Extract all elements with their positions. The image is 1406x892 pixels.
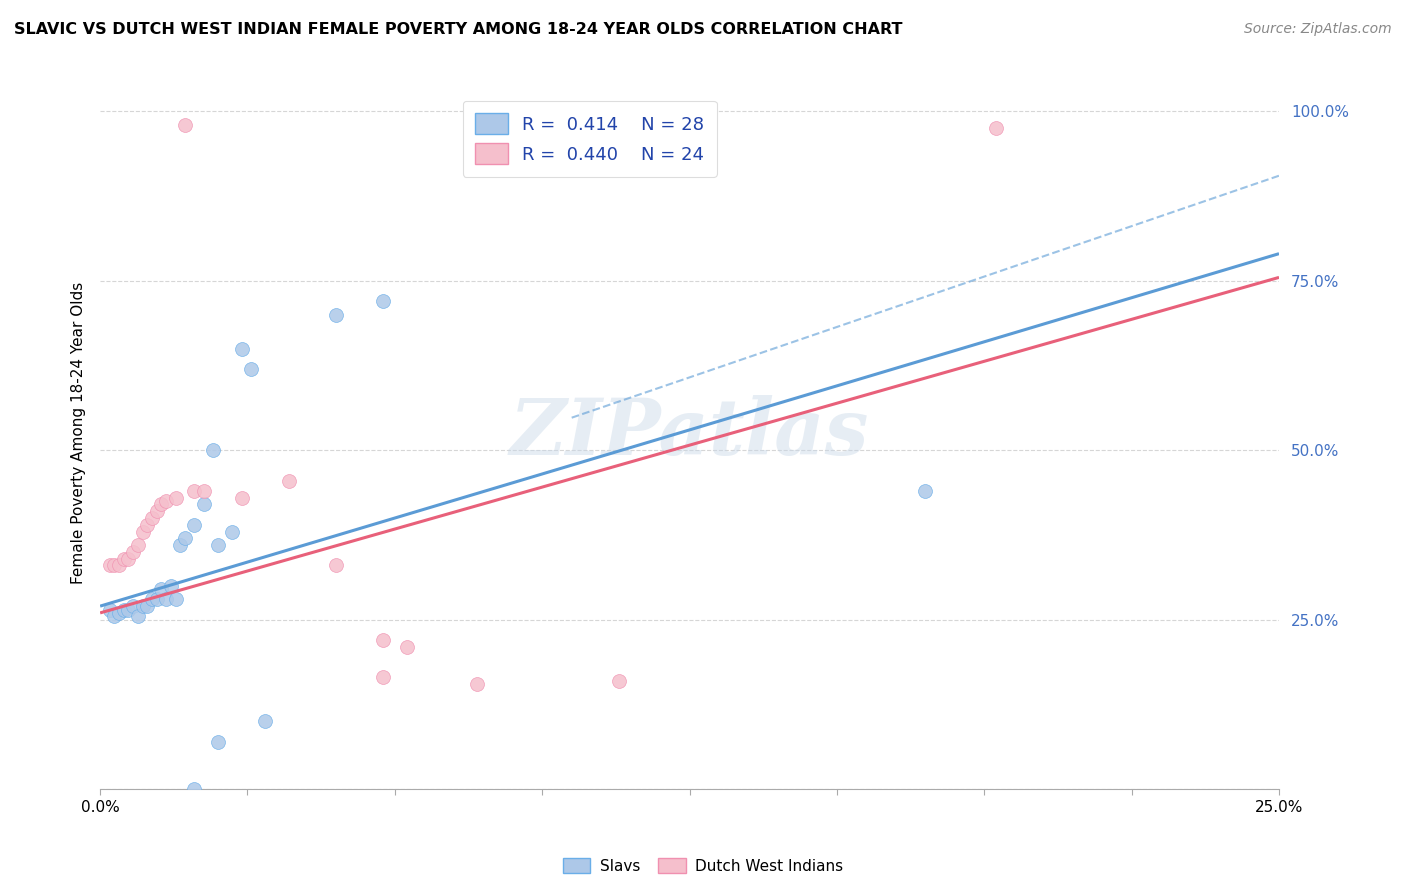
Point [108,606,131,620]
Point [117,551,139,566]
Legend: R =  0.414    N = 28, R =  0.440    N = 24: R = 0.414 N = 28, R = 0.440 N = 24 [463,101,717,177]
Point [193,498,215,512]
Point [231,342,253,356]
Point [141,592,163,607]
Point [277,474,299,488]
Point [131,524,153,539]
Point [207,734,229,748]
Point [607,673,630,688]
Point [136,599,159,614]
Point [207,538,229,552]
Point [117,602,139,616]
Point [112,551,135,566]
Point [183,782,205,797]
Point [145,504,167,518]
Point [160,579,183,593]
Point [98,602,121,616]
Text: Source: ZipAtlas.com: Source: ZipAtlas.com [1244,22,1392,37]
Point [131,599,153,614]
Legend: Slavs, Dutch West Indians: Slavs, Dutch West Indians [557,852,849,880]
Point [914,483,936,498]
Point [174,532,197,546]
Point [150,498,173,512]
Point [231,491,253,505]
Point [221,524,243,539]
Point [122,599,145,614]
Point [395,640,418,654]
Point [169,538,191,552]
Point [325,558,347,573]
Point [155,494,177,508]
Point [240,362,263,376]
Point [122,545,145,559]
Text: ZIPatlas: ZIPatlas [510,395,869,472]
Point [136,517,159,532]
Point [183,517,205,532]
Point [371,633,394,648]
Point [202,443,225,458]
Point [254,714,277,729]
Point [193,483,215,498]
Text: SLAVIC VS DUTCH WEST INDIAN FEMALE POVERTY AMONG 18-24 YEAR OLDS CORRELATION CHA: SLAVIC VS DUTCH WEST INDIAN FEMALE POVER… [14,22,903,37]
Point [165,491,187,505]
Point [108,558,131,573]
Point [325,308,347,322]
Point [371,670,394,684]
Y-axis label: Female Poverty Among 18-24 Year Olds: Female Poverty Among 18-24 Year Olds [72,282,86,584]
Point [165,592,187,607]
Point [467,677,489,691]
Point [103,558,125,573]
Point [127,538,149,552]
Point [183,483,205,498]
Point [145,592,167,607]
Point [112,602,135,616]
Point [150,582,173,597]
Point [98,558,121,573]
Point [155,592,177,607]
Point [174,118,197,132]
Point [103,609,125,624]
Point [984,121,1007,136]
Point [127,609,149,624]
Point [371,294,394,309]
Point [141,511,163,525]
